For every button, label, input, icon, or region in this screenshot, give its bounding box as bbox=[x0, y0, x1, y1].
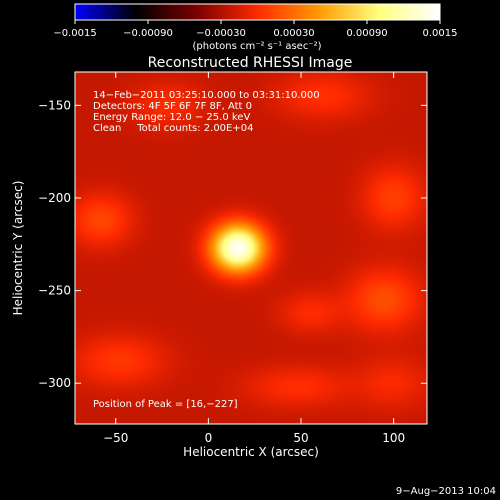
annotation-block: 14−Feb−2011 03:25:10.000 to 03:31:10.000… bbox=[93, 90, 320, 134]
colorbar-tick-label: 0.0015 bbox=[423, 28, 458, 39]
colorbar-tick-label: 0.00030 bbox=[273, 28, 314, 39]
plot-frame bbox=[74, 71, 428, 425]
chart-title: Reconstructed RHESSI Image bbox=[148, 55, 353, 71]
y-tick-label: −150 bbox=[38, 98, 71, 112]
x-tick-label: 0 bbox=[205, 431, 213, 445]
colorbar-gradient bbox=[75, 4, 440, 20]
colorbar-frame bbox=[74, 3, 441, 21]
y-axis-ticks: −150 −200 −250 −300 bbox=[38, 98, 427, 390]
colorbar: −0.0015 −0.00090 −0.00030 0.00030 0.00090 0.0… bbox=[53, 3, 458, 52]
x-tick-label: 100 bbox=[382, 431, 405, 445]
annotation-detectors: Detectors: 4F 5F 6F 7F 8F, Att 0 bbox=[93, 101, 252, 112]
y-tick-label: −200 bbox=[38, 191, 71, 205]
heatmap-image bbox=[75, 72, 427, 424]
footer-timestamp: 9−Aug−2013 10:04 bbox=[396, 486, 496, 497]
colorbar-units: (photons cm⁻² s⁻¹ asec⁻²) bbox=[192, 41, 321, 52]
y-tick-label: −300 bbox=[38, 376, 71, 390]
x-tick-label: 50 bbox=[293, 431, 308, 445]
y-tick-label: −250 bbox=[38, 284, 71, 298]
annotation-energy-range: Energy Range: 12.0 − 25.0 keV bbox=[93, 112, 250, 123]
colorbar-tick-label: −0.00030 bbox=[196, 28, 246, 39]
colorbar-tick-label: 0.00090 bbox=[346, 28, 387, 39]
colorbar-tick-label: −0.00090 bbox=[123, 28, 173, 39]
x-axis-ticks: −50 0 50 100 bbox=[103, 72, 405, 445]
peak-position-label: Position of Peak = [16,−227] bbox=[93, 399, 238, 410]
annotation-clean-counts: Clean Total counts: 2.00E+04 bbox=[93, 123, 253, 134]
x-tick-label: −50 bbox=[103, 431, 128, 445]
y-axis-label: Heliocentric Y (arcsec) bbox=[11, 181, 25, 316]
annotation-time-range: 14−Feb−2011 03:25:10.000 to 03:31:10.000 bbox=[93, 90, 320, 101]
x-axis-label: Heliocentric X (arcsec) bbox=[183, 445, 319, 459]
colorbar-tick-label: −0.0015 bbox=[53, 28, 96, 39]
colorbar-ticks: −0.0015 −0.00090 −0.00030 0.00030 0.00090 0.0… bbox=[53, 20, 458, 39]
image-plot: −50 0 50 100 −150 −200 −250 −300 bbox=[38, 71, 428, 445]
